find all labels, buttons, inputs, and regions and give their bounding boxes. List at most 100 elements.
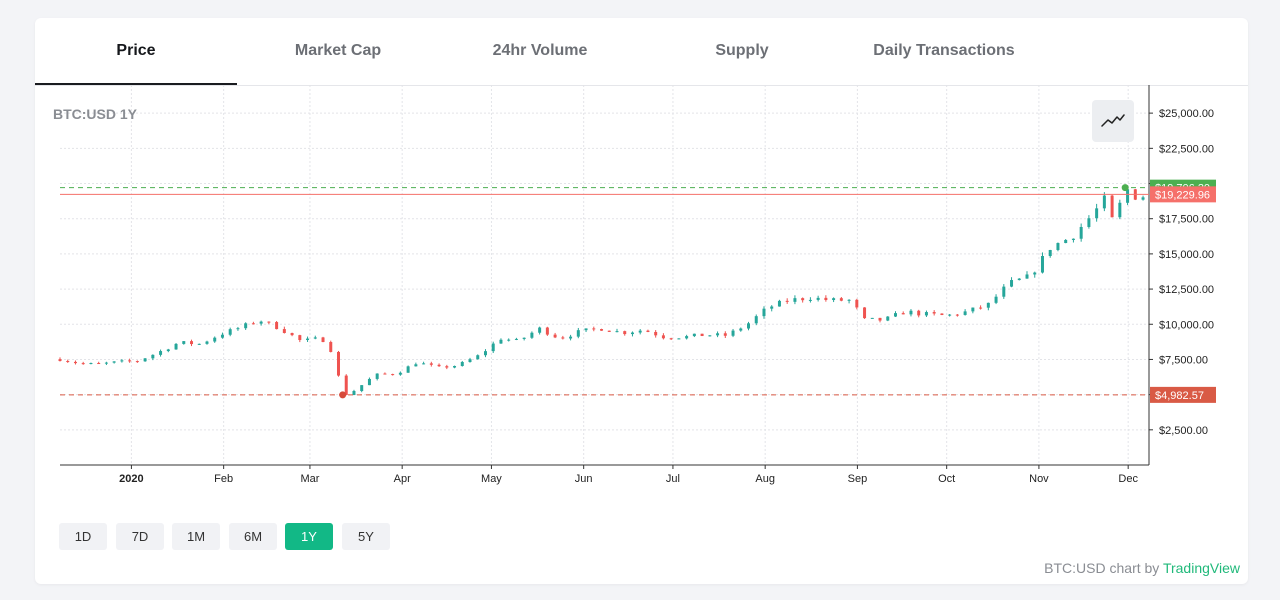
tab-price[interactable]: Price <box>35 18 237 85</box>
range-5y-button[interactable]: 5Y <box>342 523 390 550</box>
candle-up <box>1056 243 1060 250</box>
candle-up <box>205 341 209 344</box>
candle-down <box>824 297 828 301</box>
candle-down <box>669 338 673 340</box>
tab-supply[interactable]: Supply <box>715 42 769 59</box>
price-label: $4,982.57 <box>1155 390 1204 402</box>
candle-up <box>220 334 224 338</box>
y-tick-label: $15,000.00 <box>1159 249 1214 261</box>
tab-daily-transactions[interactable]: Daily Transactions <box>873 42 1015 59</box>
candle-up <box>507 339 511 341</box>
candle-up <box>1071 238 1075 240</box>
tab-24hr-volume[interactable]: 24hr Volume <box>492 42 588 59</box>
range-6m-button[interactable]: 6M <box>229 523 277 550</box>
candle-up <box>615 331 619 333</box>
x-tick-label: Sep <box>848 473 868 485</box>
x-tick-label: 2020 <box>119 473 143 485</box>
candle-down <box>81 363 85 365</box>
chart-type-button[interactable] <box>1092 100 1134 142</box>
candle-up <box>708 335 712 337</box>
candle-down <box>58 359 62 362</box>
candle-down <box>267 321 271 323</box>
candle-up <box>476 355 480 360</box>
candle-up <box>1040 256 1044 273</box>
y-tick-label: $10,000.00 <box>1159 319 1214 331</box>
candle-down <box>863 307 867 319</box>
candle-up <box>143 358 147 362</box>
candle-down <box>437 364 441 367</box>
x-tick-label: Nov <box>1029 473 1049 485</box>
candle-up <box>1025 274 1029 279</box>
candle-up <box>182 341 186 344</box>
candle-up <box>739 328 743 331</box>
range-1y-button[interactable]: 1Y <box>285 523 333 550</box>
candle-up <box>538 327 542 333</box>
x-tick-label: Mar <box>300 473 319 485</box>
candle-up <box>893 313 897 317</box>
candle-down <box>251 323 255 325</box>
price-label-box <box>1150 386 1216 403</box>
candle-up <box>166 349 170 352</box>
price-chart-card: Price Market Cap 24hr Volume Supply Dail… <box>35 18 1248 584</box>
candle-up <box>576 330 580 337</box>
candle-down <box>878 317 882 321</box>
x-tick-label: May <box>481 473 502 485</box>
candle-up <box>870 317 874 319</box>
y-tick-label: $17,500.00 <box>1159 214 1214 226</box>
candle-up <box>677 338 681 340</box>
candle-down <box>135 361 139 363</box>
candle-up <box>1095 208 1099 219</box>
candle-down <box>623 331 627 335</box>
candle-up <box>313 337 317 339</box>
y-tick-label: $7,500.00 <box>1159 354 1208 366</box>
candle-down <box>855 299 859 308</box>
candle-down <box>801 298 805 301</box>
candle-up <box>197 343 201 345</box>
candle-up <box>971 307 975 312</box>
x-tick-label: Dec <box>1118 473 1138 485</box>
candle-up <box>228 329 232 335</box>
candle-down <box>383 373 387 375</box>
candle-up <box>112 361 116 363</box>
candle-up <box>406 366 410 373</box>
candle-up <box>754 316 758 324</box>
candle-up <box>986 302 990 308</box>
candle-up <box>847 299 851 301</box>
chart-symbol-label: BTC:USD 1Y <box>53 106 138 122</box>
candle-up <box>1064 239 1068 244</box>
candle-down <box>282 329 286 333</box>
range-1d-button[interactable]: 1D <box>59 523 107 550</box>
candle-up <box>747 323 751 329</box>
tab-market-cap[interactable]: Market Cap <box>294 42 382 59</box>
candle-down <box>646 330 650 332</box>
candle-down <box>654 331 658 336</box>
candle-down <box>298 335 302 341</box>
range-1m-button[interactable]: 1M <box>172 523 220 550</box>
candle-down <box>932 312 936 314</box>
range-7d-button[interactable]: 7D <box>116 523 164 550</box>
x-tick-label: Apr <box>394 473 411 485</box>
candle-up <box>994 296 998 303</box>
candle-up <box>762 308 766 317</box>
metric-tabs: Price Market Cap 24hr Volume Supply Dail… <box>35 18 1248 86</box>
candle-up <box>104 362 108 364</box>
candle-up <box>638 330 642 333</box>
candle-up <box>716 333 720 336</box>
candle-down <box>73 361 77 364</box>
candle-up <box>1102 195 1106 209</box>
candle-down <box>785 300 789 302</box>
candle-up <box>491 343 495 352</box>
candle-down <box>190 341 194 345</box>
candle-up <box>422 363 426 365</box>
candle-up <box>948 314 952 316</box>
candle-up <box>120 360 124 362</box>
candlestick-chart[interactable]: $2,500.00 $7,500.00 $10,000.00 $12,500.00 $1… <box>35 85 1248 490</box>
candle-down <box>321 337 325 343</box>
candle-down <box>661 335 665 339</box>
candle-up <box>1126 189 1130 203</box>
line-chart-icon <box>1101 114 1125 127</box>
tradingview-link[interactable]: TradingView <box>1162 560 1240 576</box>
candle-down <box>917 310 921 316</box>
candle-up <box>499 339 503 344</box>
candle-down <box>723 333 727 336</box>
